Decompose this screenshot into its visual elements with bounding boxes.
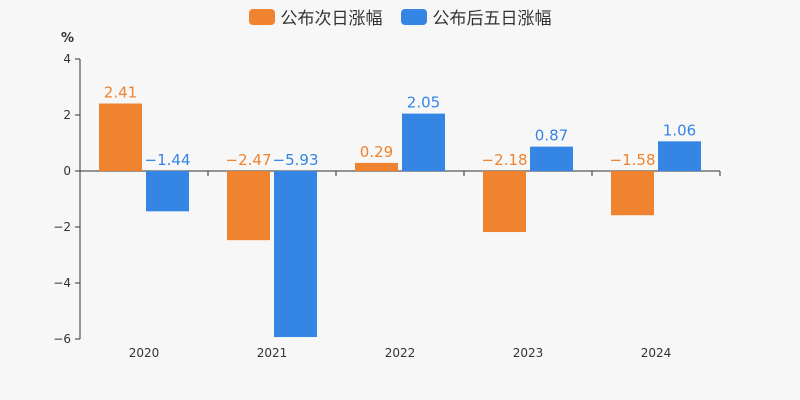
- y-tick-label: −6: [53, 332, 71, 346]
- y-axis-unit-label: %: [61, 31, 74, 46]
- data-label-series-1: −2.18: [482, 151, 528, 169]
- legend-swatch-series-1: [248, 8, 275, 25]
- data-label-series-1: −2.47: [226, 151, 272, 169]
- legend-label-series-1: 公布次日涨幅: [280, 9, 383, 29]
- x-tick-label: 2020: [129, 346, 160, 360]
- data-label-series-2: 2.05: [407, 94, 440, 112]
- data-label-series-2: −5.93: [273, 151, 319, 169]
- bar-series-1: [611, 171, 654, 216]
- bar-series-2: [530, 146, 573, 171]
- legend-item-series-1[interactable]: 公布次日涨幅: [248, 4, 383, 29]
- legend-item-series-2[interactable]: 公布后五日涨幅: [400, 4, 552, 29]
- y-tick-label: 2: [63, 108, 71, 122]
- legend-swatch-series-2: [400, 8, 427, 25]
- bar-series-2: [658, 141, 701, 171]
- x-tick-label: 2024: [641, 346, 672, 360]
- data-label-series-2: −1.44: [145, 151, 191, 169]
- data-label-series-1: 0.29: [360, 143, 393, 161]
- x-tick-label: 2023: [513, 346, 544, 360]
- data-label-series-2: 0.87: [535, 127, 568, 145]
- x-tick-label: 2022: [385, 346, 416, 360]
- bar-series-2: [274, 171, 317, 338]
- legend-label-series-2: 公布后五日涨幅: [432, 9, 552, 29]
- bar-series-1: [355, 162, 398, 171]
- bar-series-1: [227, 171, 270, 241]
- y-tick-label: −2: [53, 220, 71, 234]
- x-tick-label: 2021: [257, 346, 288, 360]
- y-tick-label: 4: [63, 52, 71, 66]
- bar-series-2: [402, 113, 445, 171]
- bar-series-2: [146, 171, 189, 212]
- data-label-series-2: 1.06: [663, 121, 696, 139]
- bar-series-1: [99, 103, 142, 171]
- data-label-series-1: 2.41: [104, 84, 137, 102]
- legend: 公布次日涨幅 公布后五日涨幅: [0, 4, 800, 29]
- bar-series-1: [483, 171, 526, 233]
- y-tick-label: 0: [63, 164, 71, 178]
- data-label-series-1: −1.58: [610, 151, 656, 169]
- y-tick-label: −4: [53, 276, 71, 290]
